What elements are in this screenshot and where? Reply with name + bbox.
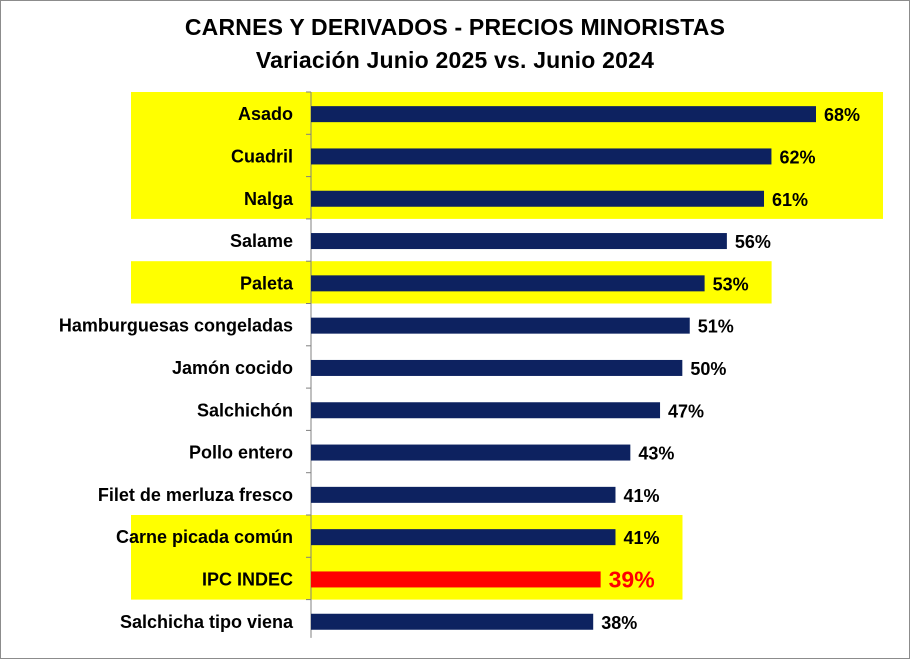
bar-carne-picada-comun (311, 529, 616, 546)
chart-subtitle: Variación Junio 2025 vs. Junio 2024 (255, 47, 655, 73)
value-label-paleta: 53% (713, 274, 749, 294)
category-label-hamburguesas-congeladas: Hamburguesas congeladas (59, 316, 293, 336)
category-label-cuadril: Cuadril (231, 146, 293, 166)
value-label-salchichon: 47% (668, 401, 704, 421)
bar-pollo-entero (311, 444, 631, 461)
bar-nalga (311, 190, 765, 207)
bar-asado (311, 106, 816, 123)
value-label-asado: 68% (824, 105, 860, 125)
category-label-salchicha-tipo-viena: Salchicha tipo viena (120, 612, 294, 632)
bar-jamon-cocido (311, 359, 683, 376)
value-label-filet-de-merluza-fresco: 41% (623, 486, 659, 506)
category-label-filet-de-merluza-fresco: Filet de merluza fresco (98, 485, 293, 505)
category-label-asado: Asado (238, 104, 293, 124)
bar-paleta (311, 275, 705, 292)
category-label-jamon-cocido: Jamón cocido (172, 358, 293, 378)
category-label-nalga: Nalga (244, 189, 294, 209)
category-label-paleta: Paleta (240, 273, 294, 293)
value-label-jamon-cocido: 50% (690, 359, 726, 379)
bar-filet-de-merluza-fresco (311, 486, 616, 503)
value-label-nalga: 61% (772, 190, 808, 210)
category-label-salchichon: Salchichón (197, 400, 293, 420)
category-label-ipc-indec: IPC INDEC (202, 569, 293, 589)
bar-ipc-indec (311, 571, 601, 588)
bar-salchichon (311, 402, 661, 419)
value-label-salchicha-tipo-viena: 38% (601, 613, 637, 633)
bar-salchicha-tipo-viena (311, 613, 594, 630)
value-label-ipc-indec: 39% (609, 566, 655, 592)
chart-title: CARNES Y DERIVADOS - PRECIOS MINORISTAS (184, 14, 726, 40)
value-label-salame: 56% (735, 232, 771, 252)
value-label-carne-picada-comun: 41% (623, 528, 659, 548)
category-label-pollo-entero: Pollo entero (189, 443, 293, 463)
bar-cuadril (311, 148, 772, 165)
bar-salame (311, 233, 727, 250)
category-label-carne-picada-comun: Carne picada común (116, 527, 293, 547)
value-label-hamburguesas-congeladas: 51% (698, 317, 734, 337)
bar-hamburguesas-congeladas (311, 317, 690, 334)
category-label-salame: Salame (230, 231, 293, 251)
value-label-pollo-entero: 43% (638, 444, 674, 464)
value-label-cuadril: 62% (779, 147, 815, 167)
